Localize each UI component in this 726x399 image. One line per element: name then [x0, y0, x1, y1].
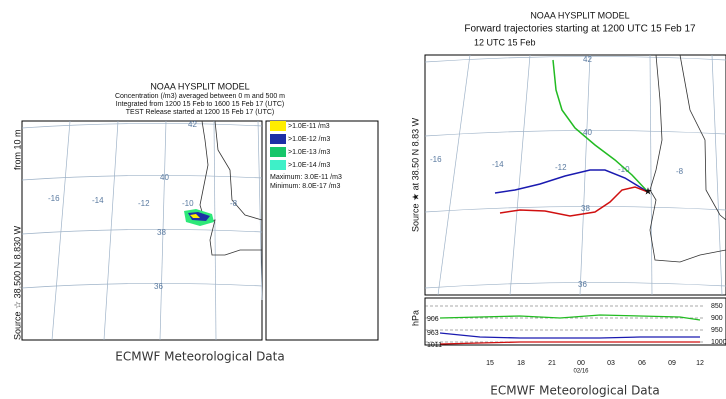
lat-label: 40: [160, 173, 169, 182]
legend-label: >1.0E-11 /m3: [288, 123, 330, 130]
left-title: NOAA HYSPLIT MODEL: [150, 81, 249, 91]
left-height-label: from 10 m: [12, 129, 22, 170]
left-lon-labels: -16 -14 -12 -10 -8: [48, 194, 238, 208]
height-unit: hPa: [410, 310, 420, 326]
legend-maximum: Maximum: 3.0E-11 /m3: [270, 174, 342, 181]
right-title: NOAA HYSPLIT MODEL: [530, 10, 629, 20]
left-lat-labels: 42 40 38 36: [154, 120, 197, 291]
time-label: 15: [486, 360, 494, 367]
legend-frame: [265, 120, 379, 341]
lon-label: -12: [138, 199, 150, 208]
trajectory-green: [552, 59, 649, 193]
pressure-tick: 1000: [711, 339, 726, 346]
time-label: 06: [638, 360, 646, 367]
lon-label: -16: [48, 194, 60, 203]
right-border: [679, 54, 726, 221]
right-start-label: 12 UTC 15 Feb: [474, 37, 536, 47]
legend-swatch: [270, 121, 286, 131]
right-grid: [424, 54, 726, 296]
lon-label: -12: [555, 163, 567, 172]
pressure-tick: 850: [711, 303, 723, 310]
height-traces: [439, 314, 701, 345]
right-coast: [649, 54, 726, 263]
time-label: 21: [548, 360, 556, 367]
legend-minimum: Minimum: 8.0E-17 /m3: [270, 183, 341, 190]
pressure-tick: 900: [711, 315, 723, 322]
trajectory-red: [499, 186, 649, 217]
lat-label: 36: [154, 282, 163, 291]
lon-label: -10: [182, 199, 194, 208]
legend-swatch: [270, 160, 286, 170]
trajectory-blue: [494, 169, 649, 194]
time-label: 18: [517, 360, 525, 367]
lon-label: -16: [430, 155, 442, 164]
left-grid: [21, 120, 263, 341]
legend-swatch: [270, 147, 286, 157]
lat-label: 38: [157, 228, 166, 237]
right-map-frame: [424, 54, 726, 296]
start-height: 906: [427, 316, 439, 323]
left-border: [214, 120, 263, 221]
legend-label: >1.0E-13 /m3: [288, 149, 330, 156]
legend-swatch: [270, 134, 286, 144]
left-subtitle: Concentration (/m3) averaged between 0 m…: [115, 93, 285, 100]
time-label: 03: [607, 360, 615, 367]
trajectories: [494, 59, 649, 217]
time-label: 09: [668, 360, 676, 367]
time-label: 12: [696, 360, 704, 367]
left-footer: ECMWF Meteorological Data: [115, 350, 284, 364]
lat-label: 38: [581, 204, 590, 213]
lon-label: -10: [618, 165, 630, 174]
start-height: 1011: [427, 342, 442, 349]
lat-label: 36: [578, 280, 587, 289]
right-side-label: Source ★ at 38.50 N 8.83 W: [410, 117, 420, 232]
lon-label: -14: [92, 196, 104, 205]
right-subtitle: Forward trajectories starting at 1200 UT…: [464, 24, 696, 35]
lon-label: -14: [492, 160, 504, 169]
lat-label: 42: [188, 120, 197, 129]
right-lat-labels: 42 40 38 36: [578, 55, 592, 289]
left-subtitle: TEST Release started at 1200 15 Feb 17 (…: [126, 109, 275, 116]
date-label: 02/16: [573, 369, 589, 375]
time-label: 00: [577, 360, 585, 367]
lat-label: 42: [583, 55, 592, 64]
plume: [184, 209, 214, 226]
left-side-label: Source ☆ 38.500 N 8.830 W: [12, 225, 22, 340]
right-footer: ECMWF Meteorological Data: [490, 384, 659, 398]
lon-label: -8: [676, 167, 684, 176]
lat-label: 40: [583, 128, 592, 137]
source-star: ★: [644, 187, 653, 198]
legend-label: >1.0E-12 /m3: [288, 136, 330, 143]
right-lon-labels: -16 -14 -12 -10 -8: [430, 155, 684, 176]
start-height: 963: [427, 330, 439, 337]
time-labels: 15 18 21 00 03 06 09 12 02/16: [486, 360, 704, 375]
left-subtitle: Integrated from 1200 15 Feb to 1600 15 F…: [116, 101, 285, 108]
pressure-tick: 950: [711, 327, 723, 334]
legend-label: >1.0E-14 /m3: [288, 162, 330, 169]
lon-label: -8: [230, 199, 238, 208]
